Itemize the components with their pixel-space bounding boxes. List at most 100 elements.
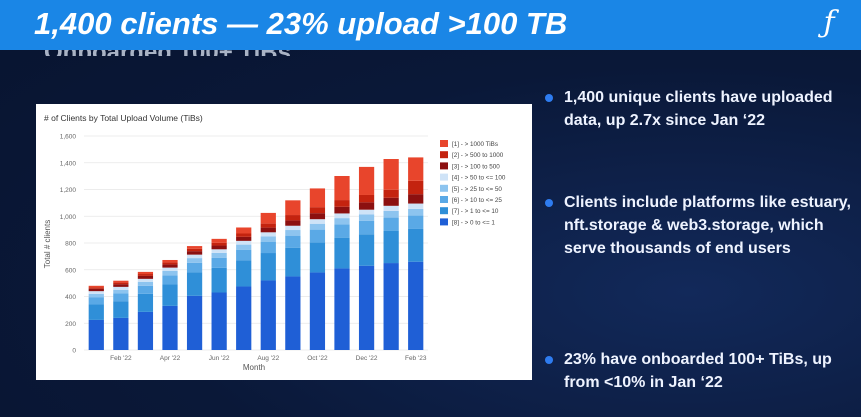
y-tick-label: 1,200 [60,187,77,194]
bar-segment [309,188,326,208]
bar-segment [236,236,252,241]
bar-segment [137,271,154,275]
chart-panel: # of Clients by Total Upload Volume (TiB… [36,104,532,380]
bar-segment [285,276,301,350]
bar-segment [88,319,104,350]
bar-segment [186,262,203,273]
bar-segment [137,275,154,279]
bar-segment [137,293,154,312]
slide-header: 1,400 clients — 23% upload >100 TB ƒ [0,0,861,50]
bar-segment [285,215,301,221]
bar-segment [186,246,203,249]
bar-segment [211,245,227,250]
bar-segment [285,220,301,226]
bar-segment [285,247,301,277]
legend-swatch [440,162,448,170]
bar-segment [186,254,203,259]
bar-segment [285,235,301,248]
bar-segment [358,220,375,235]
bar-segment [358,209,375,215]
bar-segment [162,305,178,350]
bar-segment [162,275,178,285]
chart-title: # of Clients by Total Upload Volume (TiB… [44,113,203,123]
bar-segment [211,292,227,350]
bar-segment [260,236,276,242]
bar-segment [334,237,350,269]
bar-segment [162,284,178,306]
y-tick-label: 1,000 [60,214,77,221]
bar-segment [358,194,375,203]
bullet-text: Clients include platforms like estuary, … [564,194,851,257]
bullet-text: 23% have onboarded 100+ TiBs, up from <1… [564,351,832,391]
bar-segment [162,259,178,263]
bar-segment [358,214,375,221]
bar-segment [113,282,129,285]
bar-segment [211,242,227,246]
bar-segment [334,268,350,350]
legend-label: [7] - > 1 to <= 10 [452,208,499,215]
bar-segment [162,267,178,271]
bar-segment [260,253,276,281]
bar-segment [88,293,104,298]
bar-segment [260,241,276,254]
bar-segment [260,212,276,224]
filecoin-logo-icon: ƒ [823,5,835,40]
bar-segment [309,229,326,243]
bar-segment [408,228,424,262]
bar-segment [260,227,276,233]
y-tick-label: 800 [65,241,76,248]
legend-swatch [440,140,448,147]
bar-segment [358,265,375,350]
bar-segment [88,304,104,320]
bar-segment [260,232,276,237]
bar-segment [334,206,350,214]
bar-segment [285,230,301,236]
bar-segment [186,272,203,296]
stacked-bar-chart: # of Clients by Total Upload Volume (TiB… [43,113,506,372]
bar-segment [408,215,424,229]
bar-segment [186,295,203,350]
bar-segment [383,263,399,350]
bar-segment [408,203,424,209]
bar-segment [137,278,154,282]
bar-segment [334,224,350,238]
bar-segment [236,227,252,234]
bar-segment [137,311,154,350]
bar-segment [334,218,350,225]
bar-segment [334,175,350,201]
slide-title: 1,400 clients — 23% upload >100 TB [34,6,568,41]
legend-swatch [440,151,448,159]
bar-segment [408,180,424,195]
bar-segment [162,264,178,268]
legend-swatch [440,218,448,226]
bar-segment [162,270,178,276]
bar-segment [383,205,399,211]
bar-segment [113,301,129,318]
bar-segment [88,285,104,288]
bar-segment [113,284,129,287]
bar-segment [309,223,326,230]
bullet-dot-icon [545,94,553,102]
legend-swatch [440,184,448,192]
x-tick-label: Oct '22 [307,355,328,362]
x-tick-label: Apr '22 [160,355,181,362]
bar-segment [113,286,129,290]
bar-segment [137,285,154,294]
bar-segment [236,244,252,250]
legend-label: [6] - > 10 to <= 25 [452,197,502,204]
y-tick-label: 1,600 [60,134,77,141]
bar-segment [408,157,424,181]
bar-segment [211,238,227,243]
legend-label: [3] - > 100 to 500 [452,163,500,170]
bar-segment [334,213,350,219]
bar-segment [88,287,104,289]
bar-segment [383,210,399,218]
bar-segment [113,289,129,294]
bar-segment [260,223,276,228]
bar-segment [408,194,424,204]
bar-segment [137,281,154,286]
bar-segment [285,200,301,216]
bullet-dot-icon [545,199,553,207]
bar-segment [309,272,326,350]
bar-segment [88,288,104,292]
